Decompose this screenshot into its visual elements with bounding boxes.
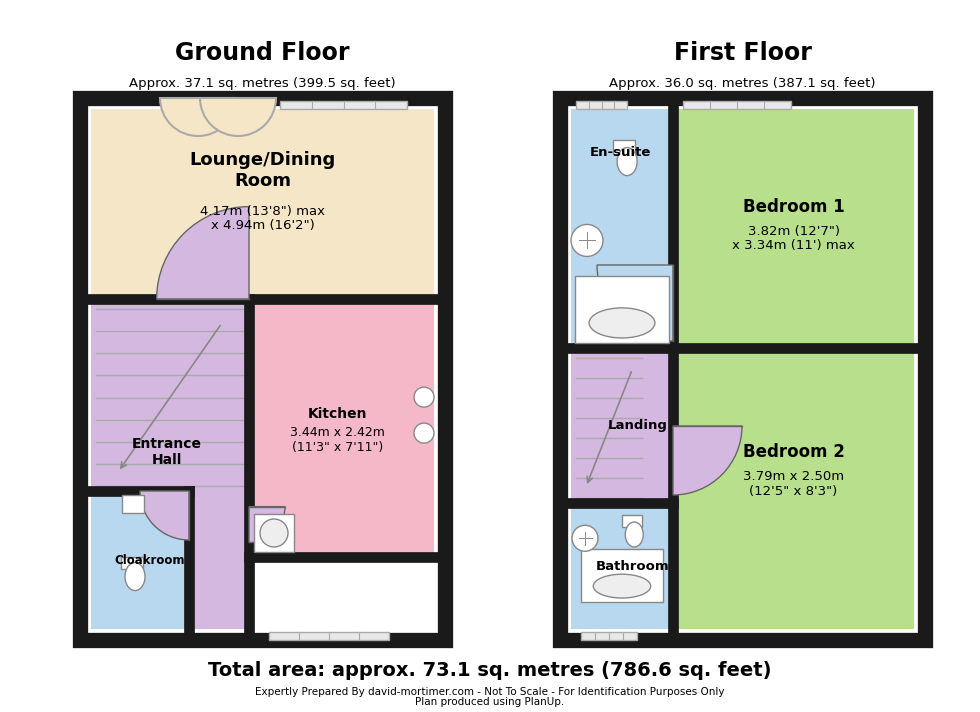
Bar [673, 348, 914, 629]
Text: Ground Floor: Ground Floor [175, 41, 350, 65]
Text: Bedroom 1: Bedroom 1 [743, 197, 845, 216]
Circle shape [414, 387, 434, 407]
Bar [581, 632, 637, 640]
Bar [91, 491, 189, 629]
Wedge shape [597, 265, 673, 341]
Text: Approx. 37.1 sq. metres (399.5 sq. feet): Approx. 37.1 sq. metres (399.5 sq. feet) [129, 76, 396, 90]
Wedge shape [157, 206, 249, 299]
Bar [622, 515, 642, 526]
Bar [91, 109, 434, 299]
Text: Kitchen: Kitchen [308, 407, 368, 421]
Text: Expertly Prepared By david-mortimer.com - Not To Scale - For Identification Purp: Expertly Prepared By david-mortimer.com … [255, 687, 725, 697]
Bar [581, 549, 663, 602]
Text: En-suite: En-suite [589, 145, 651, 159]
Ellipse shape [593, 574, 651, 598]
Bar [80, 98, 445, 640]
Text: 3.44m x 2.42m
(11'3" x 7'11"): 3.44m x 2.42m (11'3" x 7'11") [290, 426, 385, 454]
Ellipse shape [589, 308, 655, 338]
Bar [613, 140, 635, 154]
Ellipse shape [617, 147, 637, 176]
Wedge shape [200, 98, 276, 136]
Bar [575, 276, 669, 343]
Text: Lounge/Dining
Room: Lounge/Dining Room [189, 151, 335, 190]
Text: Plan produced using PlanUp.: Plan produced using PlanUp. [416, 697, 564, 707]
Bar [91, 299, 249, 629]
Text: First Floor: First Floor [673, 41, 811, 65]
Text: Entrance
Hall: Entrance Hall [132, 437, 202, 467]
Text: Approx. 36.0 sq. metres (387.1 sq. feet): Approx. 36.0 sq. metres (387.1 sq. feet) [610, 76, 876, 90]
Text: 3.82m (12'7")
x 3.34m (11') max: 3.82m (12'7") x 3.34m (11') max [732, 224, 855, 253]
Bar [571, 503, 673, 629]
Bar [683, 101, 791, 109]
Wedge shape [140, 491, 189, 540]
Circle shape [414, 423, 434, 443]
Text: Landing: Landing [608, 419, 667, 432]
Ellipse shape [125, 562, 145, 590]
Wedge shape [249, 507, 285, 543]
Bar [571, 348, 673, 503]
Circle shape [571, 224, 603, 256]
Wedge shape [160, 98, 236, 136]
Bar [576, 101, 627, 109]
Text: Total area: approx. 73.1 sq. metres (786.6 sq. feet): Total area: approx. 73.1 sq. metres (786… [209, 661, 772, 679]
Text: Bathroom: Bathroom [596, 560, 669, 572]
Text: Cloakroom: Cloakroom [115, 553, 185, 567]
Bar [560, 98, 925, 640]
Circle shape [260, 519, 288, 547]
Bar [121, 557, 143, 569]
Text: 3.79m x 2.50m
(12'5" x 8'3"): 3.79m x 2.50m (12'5" x 8'3") [743, 471, 844, 498]
Bar [269, 632, 389, 640]
Ellipse shape [625, 522, 643, 547]
Bar [280, 101, 407, 109]
Bar [254, 514, 294, 552]
Bar [122, 495, 144, 513]
Bar [571, 109, 673, 348]
Bar [673, 109, 914, 348]
Text: 4.17m (13'8") max
x 4.94m (16'2"): 4.17m (13'8") max x 4.94m (16'2") [200, 204, 325, 233]
Circle shape [572, 525, 598, 551]
Text: Bedroom 2: Bedroom 2 [743, 444, 845, 461]
Wedge shape [673, 426, 742, 495]
Bar [249, 299, 434, 557]
